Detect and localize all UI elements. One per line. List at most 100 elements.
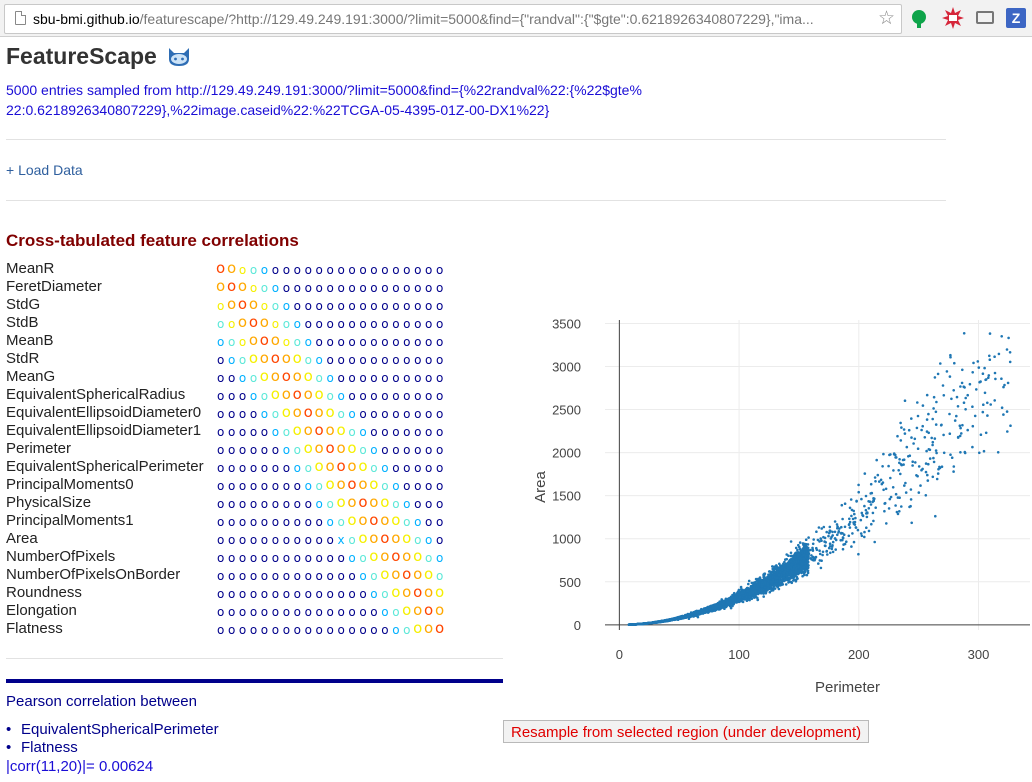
- correlation-cell[interactable]: o: [359, 299, 367, 313]
- correlation-cell[interactable]: o: [425, 443, 433, 457]
- correlation-cell[interactable]: o: [249, 551, 258, 565]
- correlation-cell[interactable]: o: [359, 335, 367, 349]
- correlation-cell[interactable]: o: [414, 371, 422, 385]
- correlation-cell[interactable]: o: [436, 425, 444, 439]
- correlation-cell[interactable]: o: [391, 529, 401, 547]
- correlation-cell[interactable]: o: [217, 389, 225, 403]
- correlation-cell[interactable]: o: [358, 475, 368, 493]
- correlation-cell[interactable]: o: [260, 299, 269, 313]
- correlation-cell[interactable]: o: [271, 623, 280, 637]
- correlation-cell[interactable]: o: [303, 421, 313, 439]
- correlation-cell[interactable]: o: [348, 371, 356, 385]
- correlation-cell[interactable]: o: [304, 605, 312, 619]
- correlation-cell[interactable]: o: [293, 533, 301, 547]
- correlation-cell[interactable]: o: [217, 569, 225, 583]
- correlation-cell[interactable]: o: [217, 515, 225, 529]
- correlation-cell[interactable]: o: [270, 367, 280, 385]
- correlation-cell[interactable]: o: [403, 461, 411, 475]
- correlation-cell[interactable]: o: [424, 565, 434, 583]
- correlation-cell[interactable]: o: [248, 295, 259, 313]
- correlation-cell[interactable]: o: [249, 443, 258, 457]
- correlation-cell[interactable]: o: [436, 461, 444, 475]
- correlation-cell[interactable]: o: [348, 317, 356, 331]
- correlation-cell[interactable]: o: [227, 623, 236, 637]
- correlation-cell[interactable]: o: [414, 335, 422, 349]
- correlation-cell[interactable]: o: [293, 623, 301, 637]
- correlation-cell[interactable]: o: [336, 475, 346, 493]
- correlation-cell[interactable]: o: [237, 295, 248, 313]
- correlation-cell[interactable]: o: [227, 461, 236, 475]
- correlation-cell[interactable]: o: [293, 299, 301, 313]
- correlation-cell[interactable]: o: [217, 479, 225, 493]
- correlation-cell[interactable]: o: [402, 601, 412, 619]
- correlation-cell[interactable]: o: [337, 335, 345, 349]
- correlation-cell[interactable]: o: [402, 583, 412, 601]
- correlation-cell[interactable]: o: [347, 439, 357, 457]
- correlation-cell[interactable]: o: [337, 263, 345, 277]
- correlation-cell[interactable]: o: [381, 605, 389, 619]
- correlation-cell[interactable]: o: [414, 533, 422, 547]
- correlation-cell[interactable]: o: [436, 389, 444, 403]
- correlation-cell[interactable]: o: [259, 367, 269, 385]
- correlation-cell[interactable]: o: [370, 461, 378, 475]
- correlation-cell[interactable]: o: [370, 299, 378, 313]
- correlation-cell[interactable]: o: [381, 299, 389, 313]
- url-text[interactable]: sbu-bmi.github.io/featurescape/?http://1…: [33, 11, 814, 27]
- correlation-cell[interactable]: o: [292, 421, 302, 439]
- correlation-cell[interactable]: o: [238, 371, 247, 385]
- correlation-cell[interactable]: o: [435, 583, 445, 601]
- correlation-cell[interactable]: o: [315, 353, 323, 367]
- correlation-cell[interactable]: o: [325, 439, 335, 457]
- correlation-cell[interactable]: o: [227, 551, 236, 565]
- correlation-cell[interactable]: o: [293, 551, 301, 565]
- correlation-cell[interactable]: o: [315, 479, 323, 493]
- correlation-cell[interactable]: o: [359, 443, 367, 457]
- correlation-cell[interactable]: o: [248, 349, 259, 367]
- correlation-cell[interactable]: o: [315, 569, 323, 583]
- correlation-cell[interactable]: o: [282, 443, 291, 457]
- correlation-cell[interactable]: o: [249, 605, 258, 619]
- correlation-cell[interactable]: o: [425, 497, 433, 511]
- correlation-cell[interactable]: o: [414, 515, 422, 529]
- correlation-cell[interactable]: o: [238, 533, 247, 547]
- correlation-cell[interactable]: o: [314, 385, 324, 403]
- correlation-cell[interactable]: o: [369, 511, 379, 529]
- correlation-cell[interactable]: o: [271, 443, 280, 457]
- correlation-cell[interactable]: o: [403, 371, 411, 385]
- correlation-cell[interactable]: o: [348, 533, 356, 547]
- correlation-cell[interactable]: o: [271, 425, 280, 439]
- correlation-cell[interactable]: o: [425, 371, 433, 385]
- correlation-cell[interactable]: o: [249, 497, 258, 511]
- correlation-cell[interactable]: o: [227, 425, 236, 439]
- correlation-cell[interactable]: o: [403, 407, 411, 421]
- correlation-cell[interactable]: o: [260, 605, 269, 619]
- correlation-cell[interactable]: o: [304, 461, 312, 475]
- correlation-cell[interactable]: o: [425, 515, 433, 529]
- correlation-cell[interactable]: o: [414, 497, 422, 511]
- correlation-cell[interactable]: o: [392, 479, 400, 493]
- correlation-cell[interactable]: o: [348, 551, 356, 565]
- correlation-cell[interactable]: o: [227, 515, 236, 529]
- correlation-cell[interactable]: o: [370, 263, 378, 277]
- correlation-cell[interactable]: o: [413, 601, 423, 619]
- correlation-cell[interactable]: o: [281, 403, 291, 421]
- correlation-cell[interactable]: o: [436, 533, 444, 547]
- correlation-cell[interactable]: o: [337, 407, 345, 421]
- correlation-cell[interactable]: o: [271, 479, 280, 493]
- correlation-cell[interactable]: o: [337, 371, 345, 385]
- correlation-cell[interactable]: o: [314, 439, 324, 457]
- correlation-cell[interactable]: o: [380, 529, 390, 547]
- correlation-cell[interactable]: o: [238, 335, 247, 349]
- correlation-cell[interactable]: o: [282, 425, 291, 439]
- correlation-cell[interactable]: o: [414, 389, 422, 403]
- correlation-cell[interactable]: o: [381, 587, 389, 601]
- correlation-cell[interactable]: o: [260, 263, 269, 277]
- correlation-cell[interactable]: o: [303, 385, 313, 403]
- correlation-cell[interactable]: o: [392, 443, 400, 457]
- correlation-cell[interactable]: o: [392, 317, 400, 331]
- correlation-cell[interactable]: o: [337, 317, 345, 331]
- correlation-cell[interactable]: o: [337, 569, 345, 583]
- correlation-cell[interactable]: o: [259, 331, 269, 349]
- correlation-cell[interactable]: o: [359, 623, 367, 637]
- correlation-cell[interactable]: o: [391, 583, 401, 601]
